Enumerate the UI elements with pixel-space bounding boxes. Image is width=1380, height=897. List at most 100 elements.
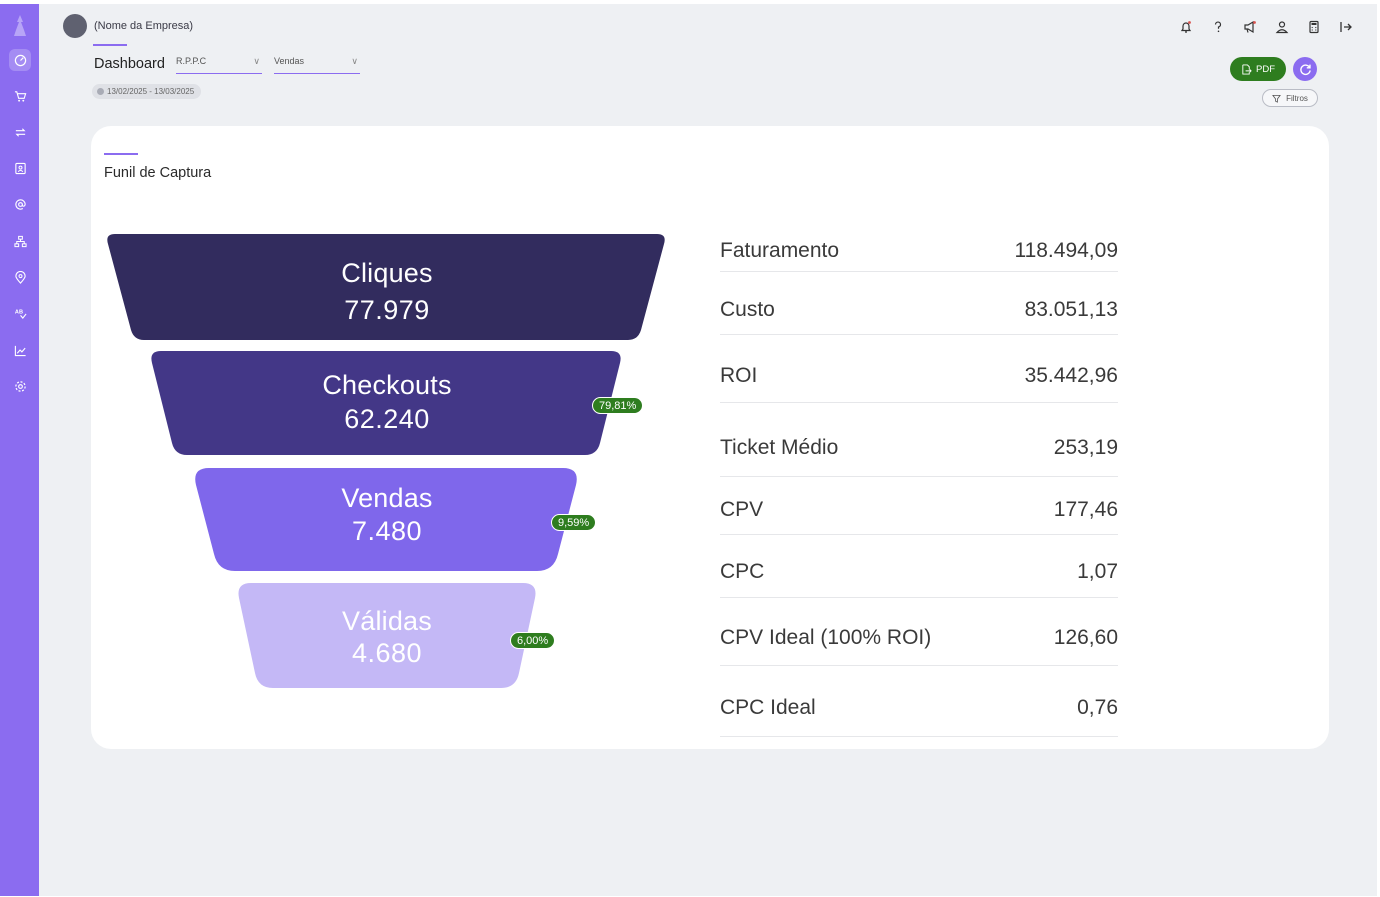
metric-value: 118.494,09 <box>1014 239 1118 262</box>
chart-icon <box>14 345 26 356</box>
sidebar-item-contacts[interactable] <box>9 157 31 179</box>
metric-label: CPV <box>720 497 764 521</box>
metric-label: CPC Ideal <box>720 696 816 719</box>
logo-icon <box>14 15 26 36</box>
funnel-card: Funil de Captura Cliques 77.979 Checkout… <box>91 126 1329 749</box>
file-export-icon <box>1242 63 1252 75</box>
funnel-stage-validas[interactable] <box>238 583 536 688</box>
funnel-stage-name: Válidas <box>342 606 432 636</box>
capture-funnel: Cliques 77.979 Checkouts 62.240 Vendas 7… <box>105 234 669 694</box>
tab-indicator <box>93 44 127 46</box>
exchange-icon <box>14 127 26 137</box>
metric-value: 1,07 <box>1077 560 1118 583</box>
calendar-icon <box>97 88 104 95</box>
funnel-stage-value: 62.240 <box>344 404 430 434</box>
company-name: (Nome da Empresa) <box>94 20 194 32</box>
ab-test-icon: AB <box>14 309 27 319</box>
filters-button-label: Filtros <box>1286 93 1308 103</box>
sidebar-item-ab-tests[interactable]: AB <box>9 302 31 324</box>
funnel-stage-value: 77.979 <box>344 295 430 325</box>
metric-value: 35.442,96 <box>1024 364 1118 387</box>
sidebar-item-affiliates[interactable] <box>9 230 31 252</box>
funnel-stage-cliques[interactable] <box>107 234 665 340</box>
hierarchy-icon <box>13 235 27 247</box>
top-toolbar <box>1177 18 1355 36</box>
card-accent-line <box>104 153 138 155</box>
chevron-down-icon: ∨ <box>351 56 358 66</box>
funnel-stage-value: 4.680 <box>351 638 423 668</box>
dashboard-icon <box>14 54 26 66</box>
calculator-button[interactable] <box>1305 18 1323 36</box>
profile-button[interactable] <box>1273 18 1291 36</box>
filter-icon <box>1272 94 1282 103</box>
conversion-badge: 6,00% <box>510 632 556 649</box>
sidebar-item-reports[interactable] <box>9 339 31 361</box>
metric-row: CPV 177,46 <box>720 485 1118 535</box>
logout-icon <box>1340 22 1352 32</box>
logout-button[interactable] <box>1337 18 1355 36</box>
metric-value: 177,46 <box>1053 497 1118 521</box>
metric-select-value: Vendas <box>274 56 305 66</box>
conversion-badge: 9,59% <box>551 514 597 531</box>
chevron-down-icon: ∨ <box>253 56 260 66</box>
metric-value: 126,60 <box>1053 626 1118 649</box>
metric-label: Faturamento <box>720 239 840 262</box>
sidebar-item-sales[interactable] <box>9 85 31 107</box>
settings-icon <box>14 380 26 392</box>
date-range-text: 13/02/2025 - 13/03/2025 <box>107 87 195 96</box>
announcements-button[interactable] <box>1241 18 1259 36</box>
card-title: Funil de Captura <box>104 165 212 181</box>
metric-label: ROI <box>720 364 758 387</box>
bell-icon <box>1180 21 1192 33</box>
location-icon <box>14 270 26 284</box>
notifications-button[interactable] <box>1177 18 1195 36</box>
sidebar-item-email[interactable] <box>9 193 31 215</box>
metric-label: CPV Ideal (100% ROI) <box>720 626 932 649</box>
refresh-button[interactable] <box>1293 57 1317 81</box>
campaign-select[interactable]: R.P.P.C ∨ <box>176 56 262 74</box>
metric-label: Ticket Médio <box>720 436 839 459</box>
metric-row: Custo 83.051,13 <box>720 285 1118 335</box>
funnel-stage-name: Checkouts <box>322 370 452 400</box>
pdf-button-label: PDF <box>1256 63 1275 75</box>
sidebar-item-settings[interactable] <box>9 375 31 397</box>
avatar <box>63 14 87 38</box>
conversion-badge: 79,81% <box>592 397 644 414</box>
contact-icon <box>14 162 26 174</box>
help-button[interactable] <box>1209 18 1227 36</box>
sidebar-item-locations[interactable] <box>9 266 31 288</box>
help-icon <box>1214 21 1222 33</box>
metric-row: Faturamento 118.494,09 <box>720 231 1118 272</box>
metric-value: 253,19 <box>1053 436 1118 459</box>
cart-icon <box>14 90 26 102</box>
metric-label: Custo <box>720 297 775 321</box>
metric-value: 83.051,13 <box>1024 297 1118 321</box>
funnel-stage-vendas[interactable] <box>195 468 577 571</box>
metric-row: Ticket Médio 253,19 <box>720 420 1118 477</box>
calculator-icon <box>1309 20 1319 34</box>
funnel-stage-name: Vendas <box>341 483 433 513</box>
campaign-select-value: R.P.P.C <box>176 56 207 66</box>
metric-value: 0,76 <box>1077 696 1118 719</box>
svg-text:AB: AB <box>14 309 22 315</box>
funnel-stage-checkouts[interactable] <box>151 351 621 455</box>
funnel-shapes <box>107 234 665 688</box>
metric-row: ROI 35.442,96 <box>720 350 1118 403</box>
user-icon <box>1275 21 1289 34</box>
export-pdf-button[interactable]: PDF <box>1230 57 1286 81</box>
metric-select[interactable]: Vendas ∨ <box>274 56 360 74</box>
metric-label: CPC <box>720 560 765 583</box>
metric-row: CPV Ideal (100% ROI) 126,60 <box>720 611 1118 666</box>
company-selector[interactable]: (Nome da Empresa) <box>63 14 193 38</box>
metric-row: CPC 1,07 <box>720 547 1118 598</box>
sidebar-item-transactions[interactable] <box>9 121 31 143</box>
funnel-stage-value: 7.480 <box>351 516 423 546</box>
main-area: (Nome da Empresa) Dashboard R.P.P.C ∨ Ve… <box>39 4 1377 896</box>
at-icon <box>14 198 26 210</box>
sidebar-item-dashboard[interactable] <box>9 49 31 71</box>
megaphone-icon <box>1244 20 1256 34</box>
filters-button[interactable]: Filtros <box>1262 89 1318 107</box>
date-range-chip[interactable]: 13/02/2025 - 13/03/2025 <box>92 84 202 99</box>
funnel-stage-name: Cliques <box>341 258 433 288</box>
metric-row: CPC Ideal 0,76 <box>720 680 1118 737</box>
